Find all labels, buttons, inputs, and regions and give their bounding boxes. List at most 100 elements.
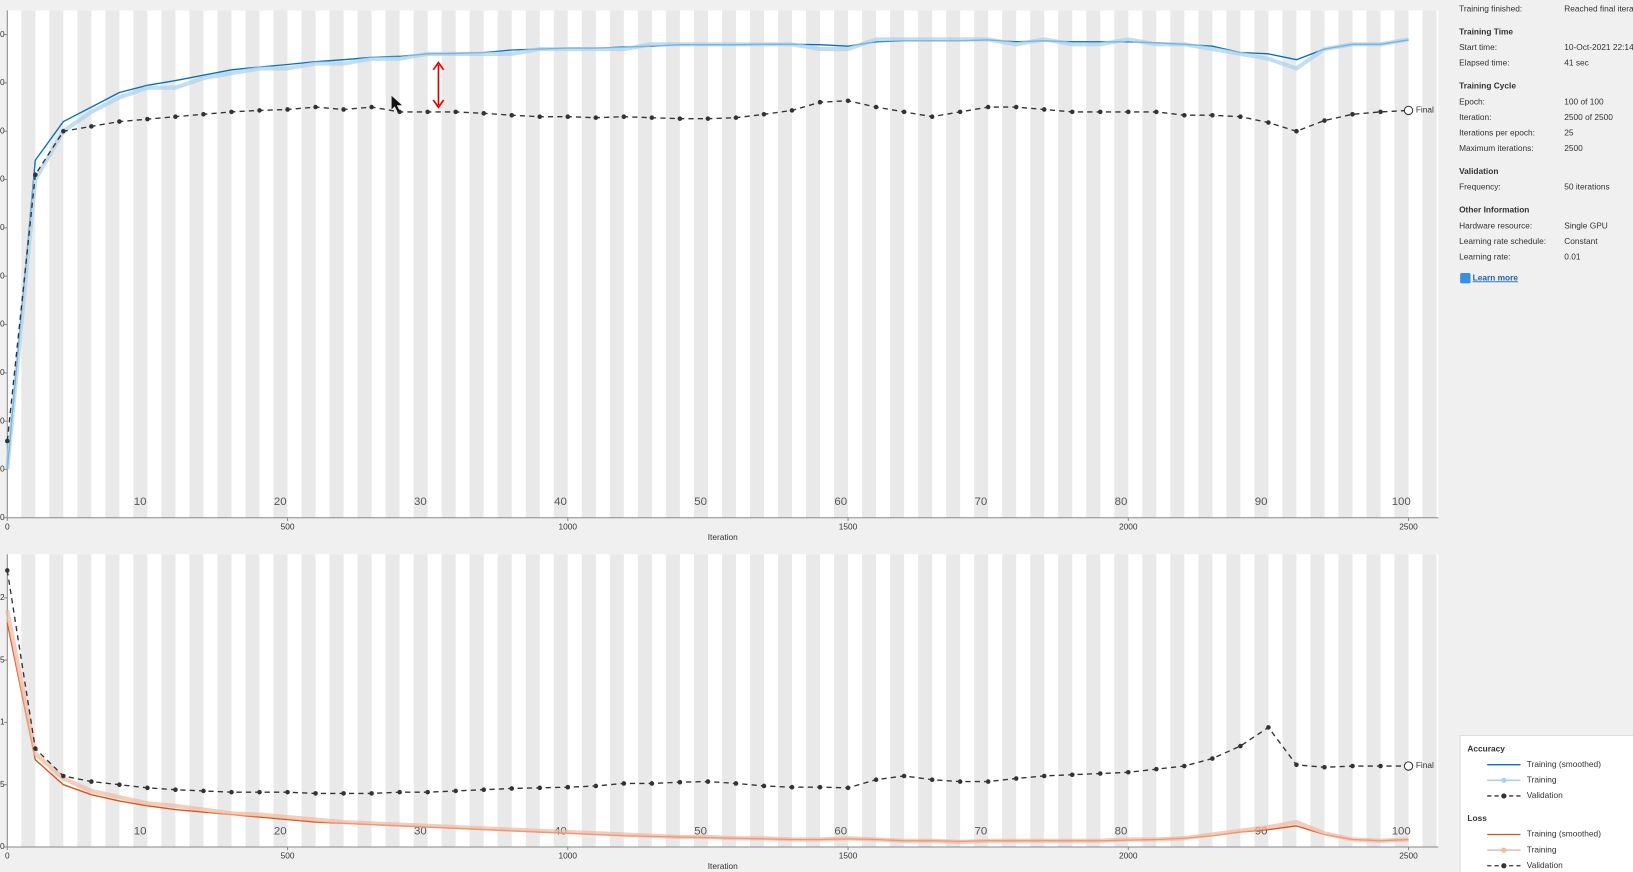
marker xyxy=(341,791,346,796)
epoch-band xyxy=(890,10,905,518)
epoch-band xyxy=(273,10,288,518)
epoch-band xyxy=(1394,554,1409,847)
chart: 10 20 30 40 50 60 70 80 90 1000 500 1000 1500 2000 250… xyxy=(0,10,1439,542)
marker xyxy=(957,109,963,115)
info-label: Maximum iterations: xyxy=(1459,143,1534,153)
marker xyxy=(1182,763,1187,769)
epoch-band xyxy=(77,10,92,518)
marker xyxy=(117,782,122,788)
epoch-band xyxy=(49,554,64,847)
marker xyxy=(89,124,94,129)
marker xyxy=(313,791,318,796)
marker xyxy=(817,784,823,790)
epoch-band xyxy=(806,10,821,518)
epoch-band xyxy=(273,554,288,847)
y-tick-label: 40 xyxy=(0,319,5,329)
epoch-band xyxy=(161,10,176,518)
epoch-band xyxy=(217,554,232,847)
x-tick-label: 1000 xyxy=(559,521,578,531)
x-tick-label: 500 xyxy=(281,851,295,861)
learn-more-link[interactable]: Learn more xyxy=(1473,272,1519,282)
marker xyxy=(1097,771,1103,776)
epoch-band xyxy=(161,554,176,847)
marker xyxy=(677,116,683,121)
epoch-band xyxy=(749,554,764,847)
epoch-band xyxy=(1338,10,1353,518)
epoch-label: 80 xyxy=(1115,496,1128,508)
marker xyxy=(1322,764,1327,770)
epoch-band xyxy=(133,10,148,518)
marker xyxy=(565,114,571,120)
epoch-band xyxy=(189,10,204,518)
epoch-label: 10 xyxy=(134,496,147,508)
epoch-band xyxy=(1338,554,1353,847)
final-label: Final xyxy=(1416,105,1434,115)
epoch-band xyxy=(1002,554,1017,847)
marker xyxy=(593,115,599,120)
marker xyxy=(61,128,66,134)
epoch-band xyxy=(918,10,933,518)
epoch-band xyxy=(581,554,596,847)
x-tick-label: 0 xyxy=(5,851,10,861)
y-tick-label: 0.5 xyxy=(0,779,5,789)
info-label: Learning rate schedule: xyxy=(1459,236,1546,246)
marker xyxy=(1238,114,1243,120)
epoch-band xyxy=(665,554,680,847)
epoch-band xyxy=(1114,10,1129,518)
status-value: Reached final itera xyxy=(1564,4,1633,14)
x-tick-label: 0 xyxy=(5,521,10,531)
marker xyxy=(1013,776,1019,781)
y-tick-label: 90 xyxy=(0,77,5,87)
x-tick-label: 2000 xyxy=(1119,521,1138,531)
annotation-arrow xyxy=(432,61,445,109)
marker xyxy=(481,787,487,792)
marker xyxy=(957,779,963,784)
marker xyxy=(257,108,262,113)
epoch-label: 30 xyxy=(414,825,427,837)
final-label: Final xyxy=(1416,760,1434,770)
epoch-band xyxy=(217,10,232,518)
y-tick-label: 20 xyxy=(0,415,5,425)
marker xyxy=(1294,128,1299,134)
epoch-band xyxy=(974,554,989,847)
marker xyxy=(817,99,823,105)
marker xyxy=(1266,120,1271,125)
y-tick-label: 100 xyxy=(0,29,5,39)
y-tick-label: 50 xyxy=(0,270,5,280)
marker xyxy=(649,115,655,120)
marker xyxy=(985,104,991,110)
marker xyxy=(1041,107,1047,112)
marker xyxy=(61,773,66,779)
marker xyxy=(705,116,711,121)
info-label: Iterations per epoch: xyxy=(1459,128,1535,138)
info-value: 2500 xyxy=(1564,143,1583,153)
epoch-band xyxy=(441,10,456,518)
legend-entry: Training (smoothed) xyxy=(1527,829,1601,839)
y-tick-label: 10 xyxy=(0,464,5,474)
marker xyxy=(257,789,262,795)
marker xyxy=(593,783,599,789)
legend-entry: Training xyxy=(1527,844,1557,854)
marker xyxy=(481,111,487,116)
marker xyxy=(117,119,122,124)
epoch-band xyxy=(1366,554,1381,847)
marker xyxy=(873,777,879,783)
marker xyxy=(1238,743,1243,749)
marker xyxy=(173,114,178,120)
marker xyxy=(761,112,767,117)
x-tick-label: 2500 xyxy=(1399,521,1418,531)
epoch-band xyxy=(1142,10,1157,518)
epoch-band xyxy=(385,554,400,847)
epoch-band xyxy=(245,10,260,518)
epoch-label: 90 xyxy=(1255,496,1268,508)
info-label: Hardware resource: xyxy=(1459,220,1532,230)
epoch-band xyxy=(1282,10,1297,518)
marker xyxy=(285,789,290,795)
epoch-band xyxy=(553,10,568,518)
epoch-band xyxy=(862,554,877,847)
marker xyxy=(621,114,627,120)
marker xyxy=(873,104,879,110)
epoch-band xyxy=(974,10,989,518)
marker xyxy=(537,114,543,120)
